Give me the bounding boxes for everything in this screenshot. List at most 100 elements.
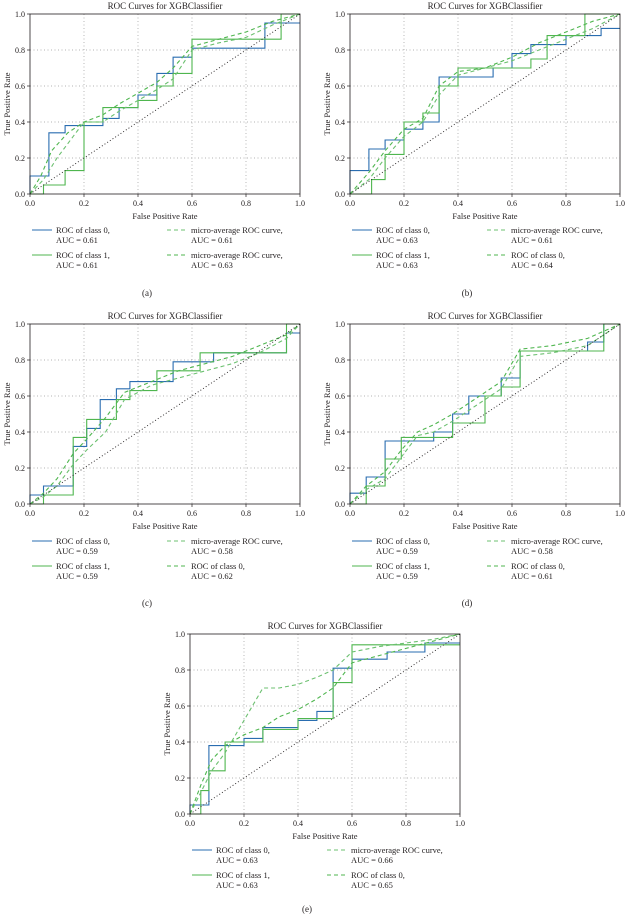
x-tick-label: 0.8 — [561, 509, 571, 518]
x-tick-label: 0.4 — [453, 509, 463, 518]
plot-frame — [189, 633, 461, 815]
x-tick-label: 1.0 — [455, 819, 465, 828]
chart-panel-c: ROC Curves for XGBClassifier 0.0 0.2 0.4 0.6… — [2, 311, 305, 608]
y-tick-label: 0.8 — [335, 46, 345, 55]
legend-entry-auc: AUC = 0.59 — [56, 546, 98, 556]
legend-entry-label: ROC of class 0, — [56, 225, 110, 235]
legend-entry-auc: AUC = 0.63 — [191, 260, 233, 270]
x-tick-label: 0.0 — [25, 199, 35, 208]
x-tick-label: 0.8 — [241, 509, 251, 518]
y-tick-label: 0.0 — [175, 810, 185, 819]
series-line-1 — [30, 13, 300, 195]
chance-line — [29, 13, 301, 195]
series-line-0 — [349, 27, 620, 194]
legend-entry-label: micro-average ROC curve, — [191, 225, 283, 235]
legend-entry-label: micro-average ROC curve, — [351, 845, 443, 855]
y-tick-label: 0.6 — [175, 702, 185, 711]
y-tick-label: 0.8 — [15, 356, 25, 365]
plot-frame — [29, 323, 301, 505]
x-tick-label: 0.6 — [347, 819, 357, 828]
legend-entry-label: ROC of class 1, — [56, 250, 110, 260]
y-axis-label: True Positive Rate — [2, 72, 12, 135]
y-axis-label: True Positive Rate — [322, 72, 332, 135]
x-tick-label: 0.6 — [507, 199, 517, 208]
x-tick-label: 1.0 — [615, 509, 625, 518]
series-line-2 — [349, 13, 621, 195]
y-tick-label: 0.4 — [335, 428, 345, 437]
chart-title: ROC Curves for XGBClassifier — [428, 311, 543, 321]
legend-entry-auc: AUC = 0.65 — [351, 880, 393, 890]
legend-entry-auc: AUC = 0.63 — [376, 235, 418, 245]
series-line-0 — [189, 642, 460, 814]
series-line-3 — [189, 633, 461, 815]
chart-panel-e: ROC Curves for XGBClassifier 0.0 0.2 0.4 0.6… — [162, 621, 465, 914]
legend-entry-label: ROC of class 1, — [376, 250, 430, 260]
legend-entry-auc: AUC = 0.61 — [56, 260, 98, 270]
x-tick-label: 1.0 — [615, 199, 625, 208]
x-axis-label: False Positive Rate — [452, 211, 517, 221]
chance-line — [29, 323, 301, 505]
x-axis-label: False Positive Rate — [132, 211, 197, 221]
chart-panel-a: ROC Curves for XGBClassifier 0.0 0.2 0.4 0.6… — [2, 1, 305, 298]
y-tick-label: 0.6 — [335, 82, 345, 91]
legend-entry-auc: AUC = 0.59 — [376, 571, 418, 581]
series-line-1 — [350, 323, 620, 505]
legend-entry-label: ROC of class 0, — [376, 536, 430, 546]
y-tick-label: 1.0 — [335, 10, 345, 19]
y-axis-label: True Positive Rate — [162, 692, 172, 755]
panel-label: (e) — [302, 904, 312, 914]
y-tick-label: 0.0 — [335, 190, 345, 199]
y-tick-label: 0.8 — [335, 356, 345, 365]
x-tick-label: 0.4 — [453, 199, 463, 208]
legend-entry-label: ROC of class 0, — [511, 561, 565, 571]
y-tick-label: 0.2 — [15, 464, 25, 473]
series-line-0 — [349, 323, 620, 504]
x-tick-label: 0.4 — [133, 509, 143, 518]
chart-title: ROC Curves for XGBClassifier — [428, 1, 543, 11]
x-tick-label: 0.4 — [133, 199, 143, 208]
series-line-1 — [190, 644, 460, 815]
x-tick-label: 0.6 — [187, 199, 197, 208]
x-tick-label: 1.0 — [295, 509, 305, 518]
x-tick-label: 0.8 — [561, 199, 571, 208]
legend-entry-auc: AUC = 0.61 — [191, 235, 233, 245]
x-tick-label: 0.8 — [401, 819, 411, 828]
legend-entry-auc: AUC = 0.66 — [351, 855, 393, 865]
y-tick-label: 0.2 — [175, 774, 185, 783]
plot-frame — [29, 13, 301, 195]
legend-entry-auc: AUC = 0.59 — [56, 571, 98, 581]
y-tick-label: 0.6 — [15, 82, 25, 91]
y-tick-label: 0.0 — [15, 500, 25, 509]
legend-entry-label: ROC of class 0, — [376, 225, 430, 235]
legend-entry-auc: AUC = 0.63 — [216, 855, 258, 865]
x-tick-label: 0.0 — [25, 509, 35, 518]
x-axis-label: False Positive Rate — [452, 521, 517, 531]
y-tick-label: 0.0 — [335, 500, 345, 509]
y-tick-label: 0.2 — [335, 154, 345, 163]
x-tick-label: 0.2 — [399, 199, 409, 208]
series-line-3 — [29, 323, 301, 505]
legend-entry-auc: AUC = 0.64 — [511, 260, 554, 270]
legend-entry-auc: AUC = 0.63 — [216, 880, 258, 890]
legend-entry-auc: AUC = 0.61 — [56, 235, 98, 245]
legend-entry-auc: AUC = 0.59 — [376, 546, 418, 556]
plot-frame — [349, 323, 621, 505]
y-tick-label: 0.0 — [15, 190, 25, 199]
legend-entry-label: micro-average ROC curve, — [191, 250, 283, 260]
x-tick-label: 0.0 — [345, 509, 355, 518]
legend-entry-label: ROC of class 0, — [351, 870, 405, 880]
series-line-0 — [29, 332, 300, 504]
x-tick-label: 0.2 — [79, 509, 89, 518]
legend-entry-auc: AUC = 0.63 — [376, 260, 418, 270]
y-tick-label: 1.0 — [175, 630, 185, 639]
panel-label: (d) — [462, 598, 473, 608]
legend-entry-auc: AUC = 0.58 — [191, 546, 233, 556]
series-line-3 — [29, 13, 301, 195]
y-tick-label: 0.4 — [175, 738, 185, 747]
x-tick-label: 0.8 — [241, 199, 251, 208]
legend-entry-label: ROC of class 1, — [56, 561, 110, 571]
y-tick-label: 1.0 — [15, 10, 25, 19]
x-axis-label: False Positive Rate — [292, 831, 357, 841]
x-tick-label: 0.4 — [293, 819, 303, 828]
x-tick-label: 0.2 — [239, 819, 249, 828]
